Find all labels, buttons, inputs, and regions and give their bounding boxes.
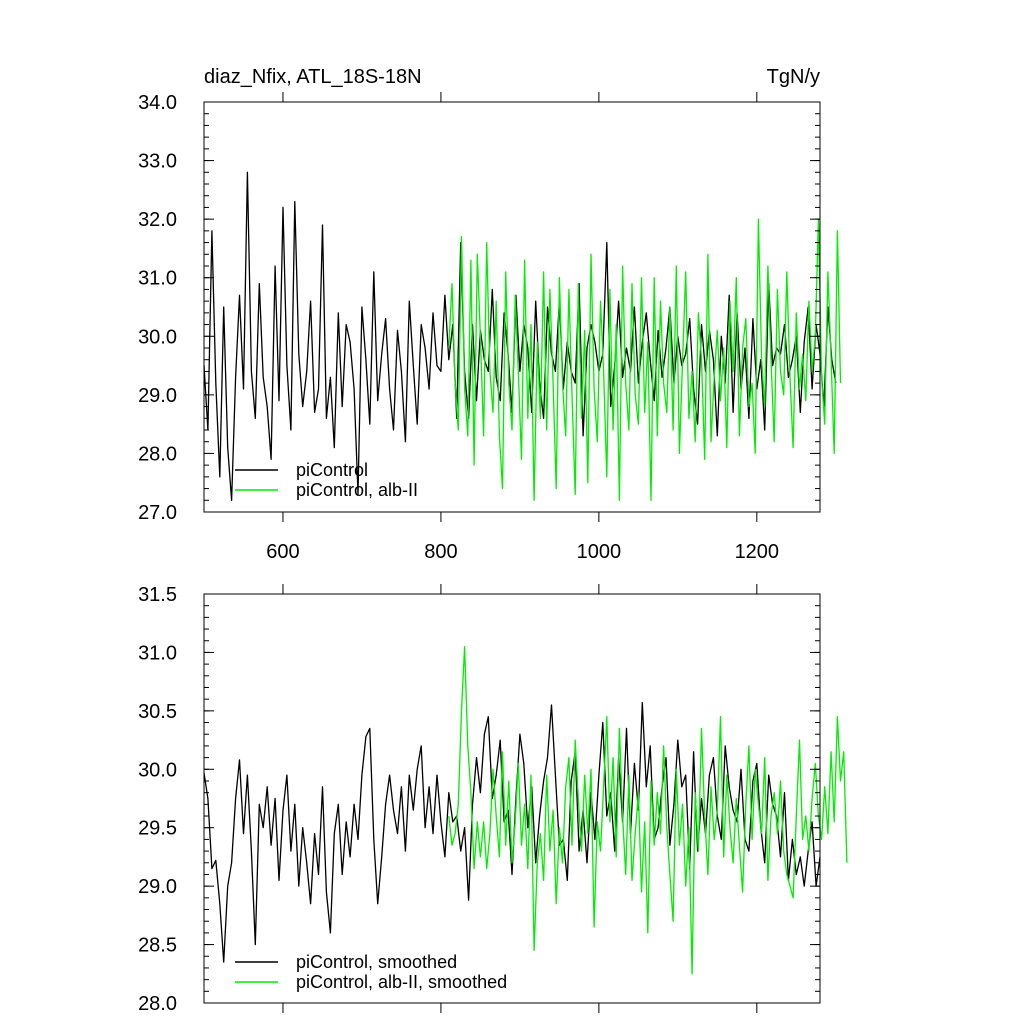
plot-frame [203, 593, 821, 1004]
panel-smoothed: 28.0 28.5 29.0 29.5 30.0 30.5 31.0 31.5 piContr… [138, 584, 848, 1015]
chart-title: diaz_Nfix, ATL_18S-18N [204, 66, 422, 88]
axis-layer: 28.0 28.5 29.0 29.5 30.0 30.5 31.0 31.5 [138, 584, 821, 1015]
panel-raw: diaz_Nfix, ATL_18S-18N TgN/y 27.0 28.0 29.… [138, 66, 842, 563]
y-tick-label: 28.0 [138, 443, 177, 465]
y-tick-label: 31.0 [138, 642, 177, 664]
y-tick-label: 32.0 [138, 209, 177, 231]
y-tick-label: 29.0 [138, 385, 177, 407]
y-tick-label: 29.5 [138, 818, 177, 840]
legend-label-alb-II-smoothed: piControl, alb-II, smoothed [296, 972, 507, 992]
legend-label-piControl-smoothed: piControl, smoothed [296, 952, 457, 972]
series-layer [203, 645, 848, 975]
legend: piControl, smoothed piControl, alb-II, s… [235, 952, 507, 992]
y-tick-label: 27.0 [138, 502, 177, 524]
x-tick-label: 600 [266, 541, 299, 563]
x-tick-label: 1000 [577, 541, 622, 563]
y-tick-label: 31.0 [138, 268, 177, 290]
y-tick-label: 31.5 [138, 584, 177, 606]
x-tick-label: 800 [424, 541, 457, 563]
y-tick-label: 28.5 [138, 935, 177, 957]
legend-label-alb-II: piControl, alb-II [296, 480, 418, 500]
series-line-piControl [203, 171, 837, 501]
legend: piControl piControl, alb-II [235, 460, 418, 500]
series-layer [203, 171, 842, 501]
legend-label-piControl: piControl [296, 460, 368, 480]
y-tick-label: 30.0 [138, 759, 177, 781]
plot-frame [203, 101, 821, 513]
x-tick-label: 1200 [735, 541, 780, 563]
y-tick-label: 30.0 [138, 326, 177, 348]
series-line-alb-II [448, 645, 848, 975]
series-line-alb-II [448, 218, 842, 501]
y-tick-label: 33.0 [138, 151, 177, 173]
y-tick-label: 28.0 [138, 993, 177, 1015]
y-tick-label: 29.0 [138, 876, 177, 898]
y-tick-label: 30.5 [138, 701, 177, 723]
axis-layer: 27.0 28.0 29.0 30.0 31.0 32.0 33.0 34.0 600 800 10… [138, 92, 821, 563]
units-label: TgN/y [767, 66, 820, 88]
y-tick-label: 34.0 [138, 92, 177, 114]
